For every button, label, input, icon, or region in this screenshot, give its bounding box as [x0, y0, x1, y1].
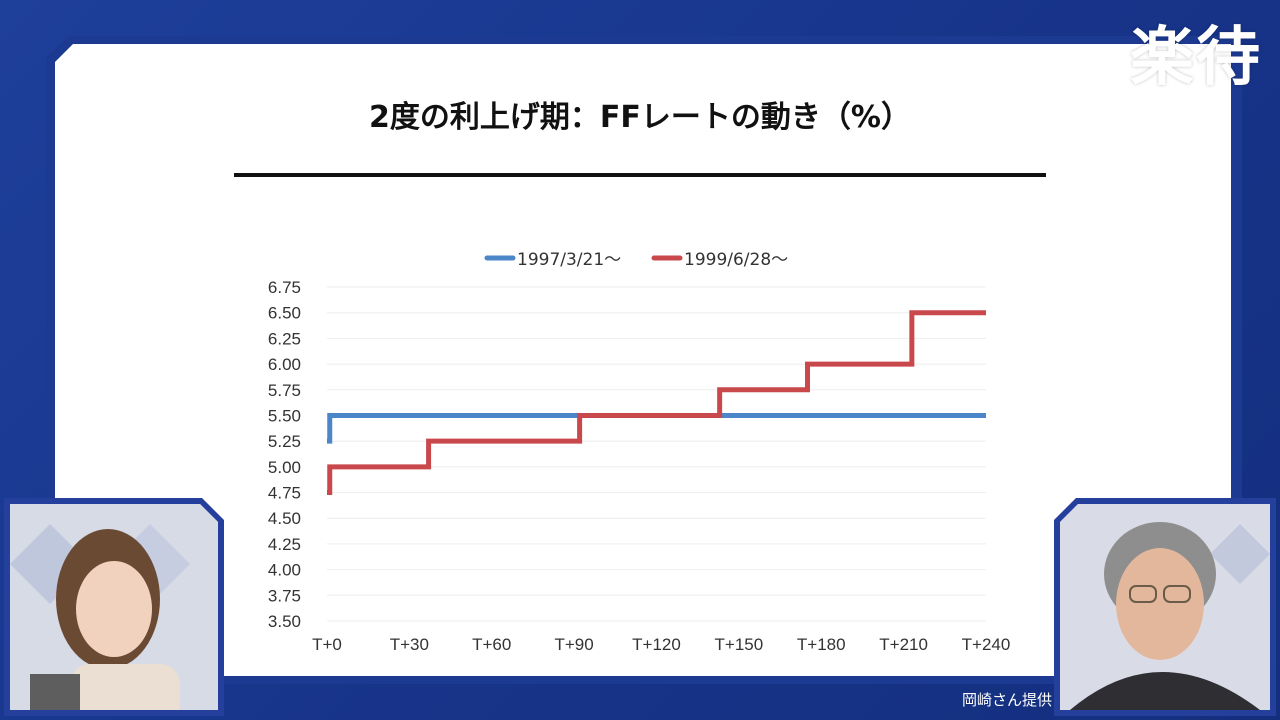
slide-panel	[55, 44, 1231, 676]
legend-label-1: 1997/3/21〜	[517, 250, 621, 270]
x-tick-label: T+30	[390, 635, 429, 654]
x-tick-label: T+0	[312, 635, 342, 654]
y-tick-label: 6.25	[268, 329, 301, 348]
slide-title: 2度の利上げ期：FFレートの動き（%）	[369, 100, 911, 135]
presenter-image	[10, 504, 218, 710]
right-camera-feed	[1060, 504, 1270, 710]
x-tick-label: T+60	[472, 635, 511, 654]
y-tick-label: 4.00	[268, 561, 301, 580]
y-tick-label: 3.75	[268, 586, 301, 605]
x-tick-label: T+90	[555, 635, 594, 654]
y-tick-label: 4.50	[268, 509, 301, 528]
guest-image	[1060, 504, 1270, 710]
x-tick-label: T+180	[797, 635, 846, 654]
series-line-1	[327, 412, 986, 444]
x-tick-label: T+120	[632, 635, 681, 654]
y-tick-label: 3.50	[268, 612, 301, 631]
image-credit: 岡崎さん提供	[961, 691, 1052, 709]
y-tick-label: 5.75	[268, 381, 301, 400]
x-tick-label: T+210	[879, 635, 928, 654]
x-tick-label: T+150	[715, 635, 764, 654]
series-line-2	[327, 310, 986, 496]
legend-label-2: 1999/6/28〜	[684, 250, 788, 270]
y-tick-label: 5.25	[268, 432, 301, 451]
ff-rate-chart: 6.75 6.50 6.25 6.00 5.75 5.50 5.25 5.00 4.75 4.50…	[268, 250, 1011, 654]
y-tick-label: 6.50	[268, 304, 301, 323]
left-camera-feed	[10, 504, 218, 710]
x-tick-label: T+240	[962, 635, 1011, 654]
y-tick-label: 4.75	[268, 484, 301, 503]
title-divider	[234, 173, 1046, 177]
y-tick-label: 5.50	[268, 406, 301, 425]
y-tick-label: 4.25	[268, 535, 301, 554]
y-tick-label: 6.75	[268, 278, 301, 297]
y-tick-label: 6.00	[268, 355, 301, 374]
y-tick-label: 5.00	[268, 458, 301, 477]
brand-logo: 楽待	[1130, 21, 1262, 95]
